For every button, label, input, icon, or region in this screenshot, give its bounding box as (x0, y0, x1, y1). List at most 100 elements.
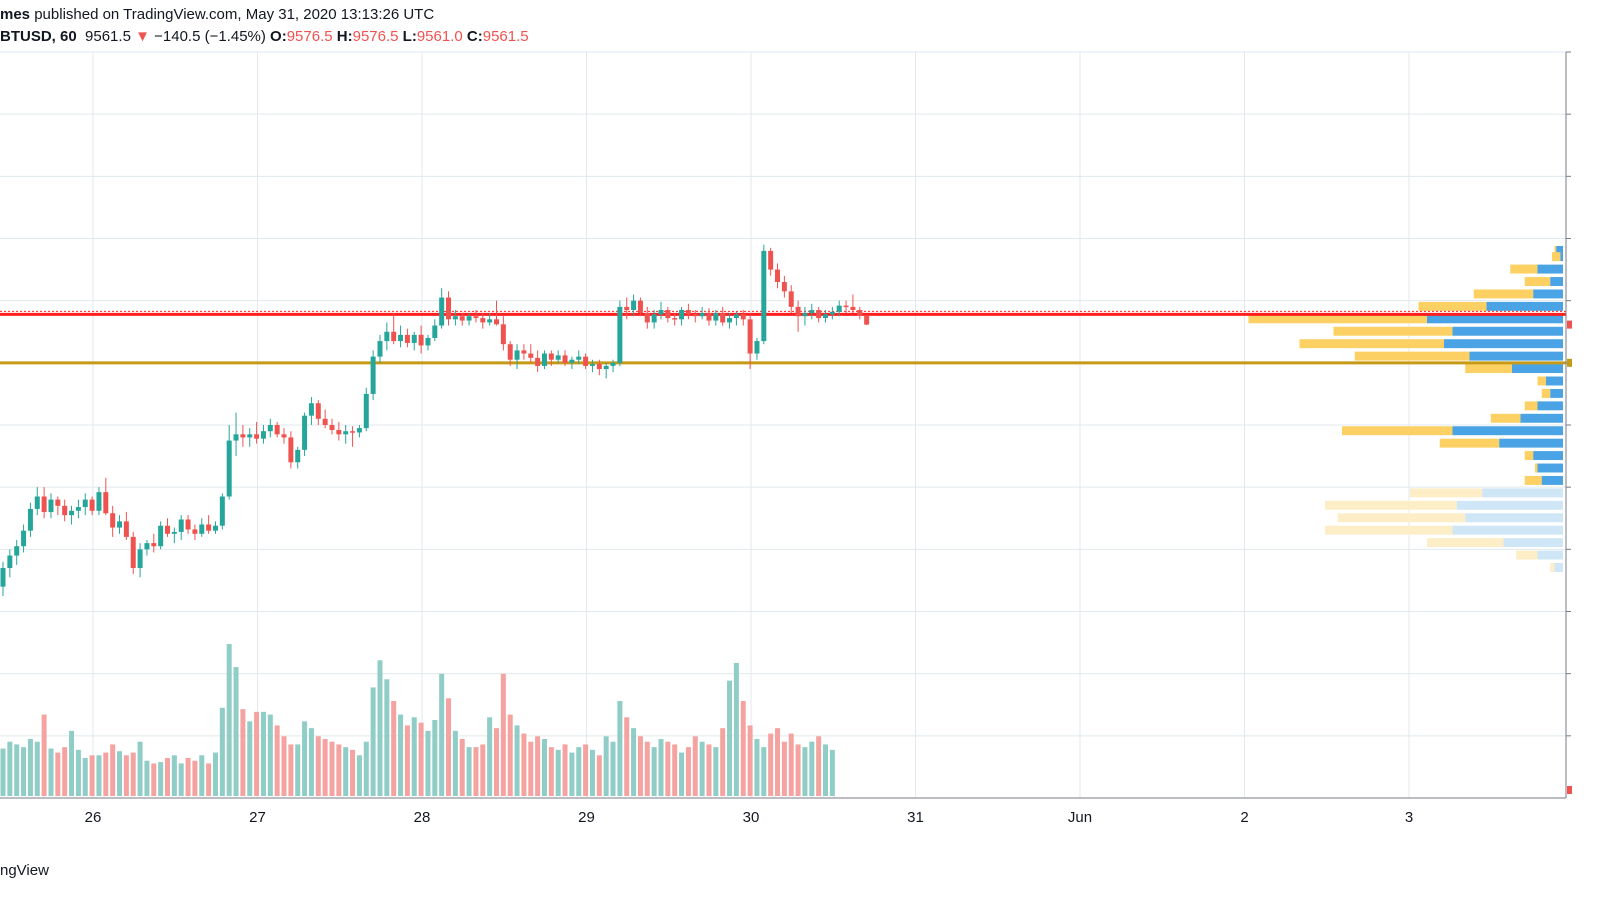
candle-body (740, 314, 746, 320)
x-tick-label: 26 (85, 809, 102, 826)
volume-bar (27, 739, 33, 796)
high-value: 9576.5 (352, 28, 399, 45)
candle-body (500, 324, 506, 345)
candle-body (631, 300, 637, 310)
candle-body (226, 440, 232, 497)
publisher-name[interactable]: mes (0, 6, 31, 23)
candle-body (260, 431, 266, 439)
volume-bar (7, 741, 13, 796)
volume-bar (685, 747, 691, 796)
volume-bar (302, 721, 308, 796)
x-tick-label: 29 (578, 809, 595, 826)
volume-bar (589, 749, 595, 796)
candle-body (212, 525, 218, 531)
chart-header: mes published on TradingView.com, May 31… (0, 0, 1600, 52)
candle-body (829, 311, 835, 315)
candle-body (69, 510, 75, 516)
volume-profile-up-bar (1427, 314, 1563, 324)
volume-profile-down-bar (1554, 245, 1557, 255)
volume-bar (281, 736, 287, 796)
open-value: 9576.5 (286, 28, 333, 45)
volume-bars (0, 644, 835, 796)
volume-profile-down-bar (1418, 301, 1487, 311)
volume-bar (158, 762, 164, 796)
candle-body (480, 318, 486, 323)
volume-bar (117, 751, 123, 796)
volume-bar (596, 755, 602, 796)
candle-body (192, 529, 198, 534)
volume-bar (775, 728, 781, 796)
candle-body (377, 341, 383, 357)
candle-body (658, 309, 664, 315)
candle-body (672, 318, 678, 320)
volume-bar (336, 744, 342, 796)
candle-body (103, 492, 109, 514)
candle-body (82, 499, 88, 508)
volume-bar (487, 717, 493, 796)
volume-bar (21, 747, 27, 796)
volume-profile-down-bar (1248, 314, 1427, 324)
volume-bar (62, 747, 68, 796)
volume-bar (247, 721, 253, 796)
candle-body (185, 519, 191, 530)
volume-profile-down-bar (1524, 451, 1534, 461)
candle-body (644, 313, 650, 323)
volume-bar (89, 755, 95, 796)
symbol-label[interactable]: BTUSD, 60 (0, 28, 77, 45)
candle-body (466, 316, 472, 321)
horizontal-levels[interactable] (0, 310, 1566, 365)
volume-profile-down-bar (1534, 463, 1538, 473)
candle-body (0, 567, 6, 587)
x-tick-label: Jun (1068, 809, 1092, 826)
tradingview-brand[interactable]: ngView (0, 862, 49, 879)
candle-body (137, 549, 143, 568)
volume-profile-up-bar (1556, 245, 1563, 255)
volume-bar (480, 744, 486, 796)
candle-body (219, 496, 225, 526)
candle-body (610, 362, 616, 366)
volume-profile-down-bar (1473, 289, 1534, 299)
volume-profile-up-bar (1465, 513, 1563, 523)
candle-body (165, 525, 170, 534)
volume-profile-up-bar (1452, 326, 1563, 336)
candle-body (130, 536, 136, 568)
x-tick-label: 30 (743, 809, 760, 826)
volume-bar (425, 730, 431, 796)
candle-body (850, 306, 856, 310)
volume-bar (391, 701, 397, 796)
candle-body (775, 269, 781, 283)
volume-bar (459, 739, 465, 796)
candle-body (589, 364, 595, 366)
volume-profile-up-bar (1560, 252, 1563, 262)
volume-bar (55, 752, 61, 796)
volume-bar (733, 663, 739, 796)
volume-bar (0, 748, 6, 796)
candle-body (816, 309, 822, 319)
x-tick-label: 27 (249, 809, 266, 826)
volume-profile-down-bar (1524, 401, 1538, 411)
volume-bar (452, 730, 458, 796)
candle-body (823, 314, 828, 319)
candle-body (548, 353, 554, 360)
volume-bar (788, 733, 794, 796)
volume-bar (541, 739, 547, 796)
candle-body (576, 356, 582, 360)
volume-bar (137, 741, 143, 796)
candle-body (254, 434, 260, 439)
candle-body (206, 524, 212, 531)
candle-body (596, 364, 602, 370)
volume-bar (219, 707, 225, 796)
candle-body (27, 508, 33, 531)
candle-body (809, 309, 815, 314)
volume-bar (781, 741, 787, 796)
volume-profile-up-bar (1537, 401, 1563, 411)
candle-body (329, 425, 335, 430)
volume-bar (75, 749, 81, 796)
volume-bar (727, 680, 733, 796)
candle-body (62, 505, 68, 516)
volume-bar (226, 644, 232, 796)
candle-body (144, 543, 150, 550)
high-label: H: (336, 28, 353, 45)
candle-body (295, 449, 301, 463)
